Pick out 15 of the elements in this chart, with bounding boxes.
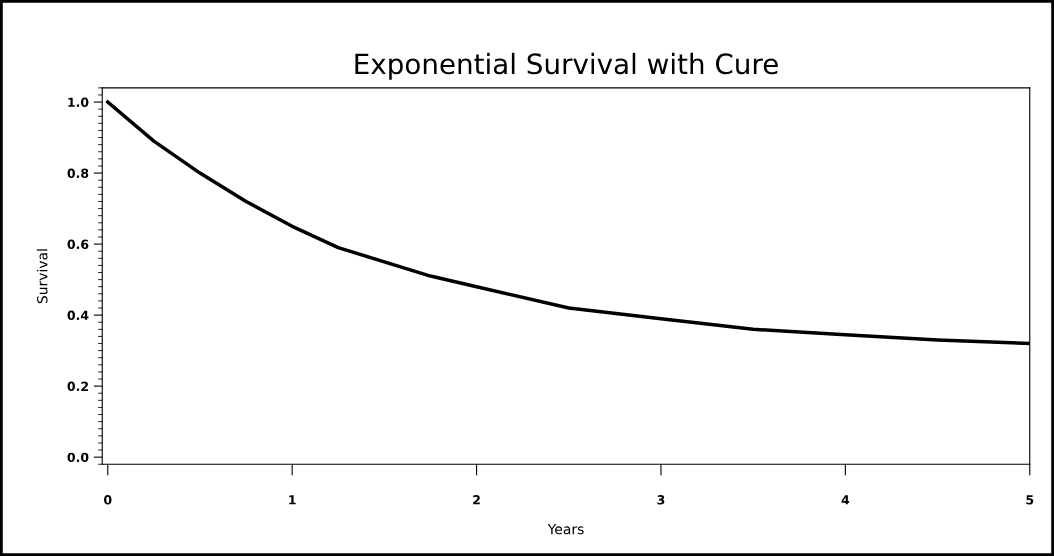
y-tick-label: 0.0 [67, 452, 89, 463]
x-tick-label: 4 [841, 495, 850, 505]
y-tick-label: 0.2 [67, 381, 88, 392]
x-axis-title: Years [547, 524, 584, 535]
y-axis-title: Survival [36, 249, 48, 304]
x-tick-label: 1 [289, 495, 296, 505]
x-tick-label: 2 [473, 495, 480, 505]
y-tick-label: 0.4 [67, 310, 89, 321]
y-tick-label: 1.0 [68, 97, 89, 107]
x-tick-label: 3 [657, 495, 665, 505]
x-tick-label: 5 [1026, 495, 1034, 505]
y-tick-label: 0.8 [67, 168, 89, 178]
y-tick-label: 0.6 [67, 239, 89, 250]
x-tick-label: 0 [104, 495, 112, 505]
chart-title: Exponential Survival with Cure [355, 52, 778, 80]
